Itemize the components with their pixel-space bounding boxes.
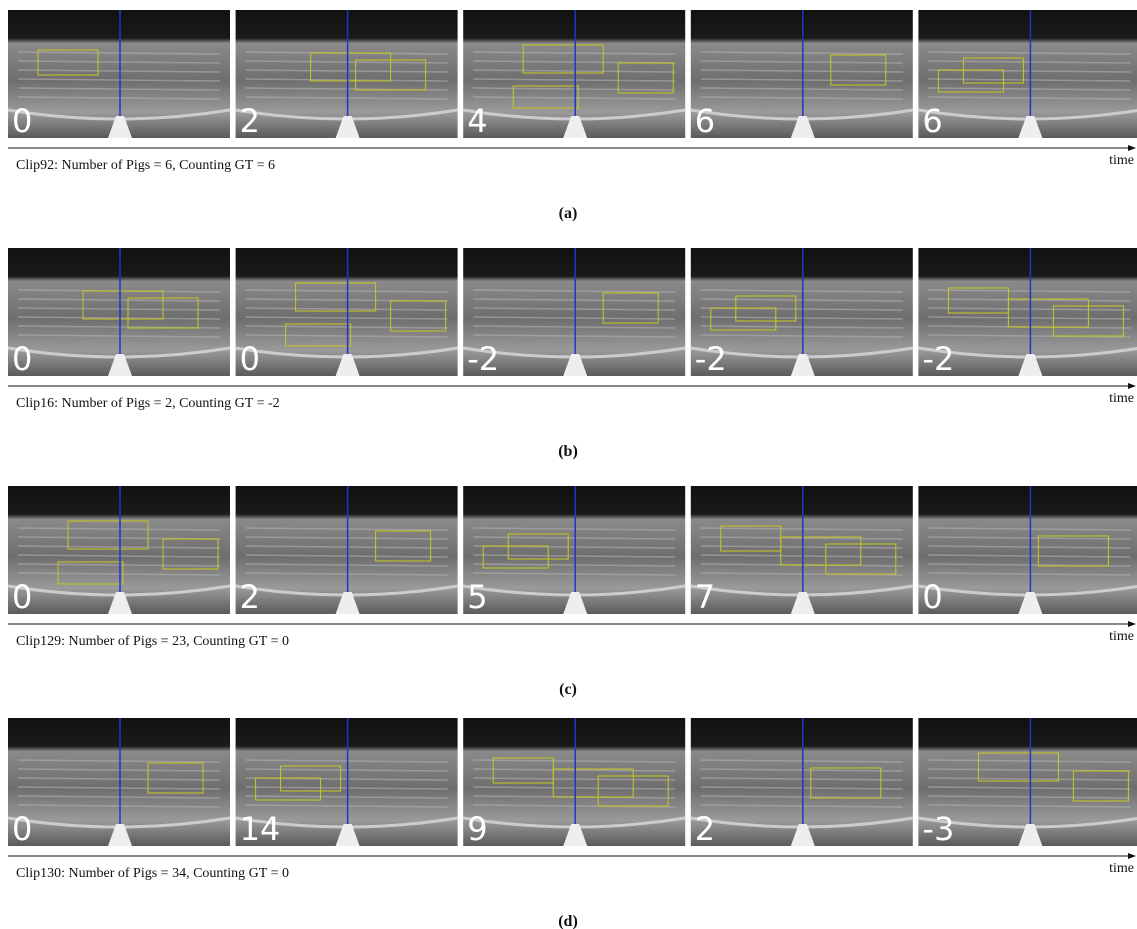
video-frame: 0 [8,486,230,616]
video-frame: 14 [236,718,458,848]
figure: 0 2 4 6 6 Clip92: Number of Pigs = 6, Countin… [0,0,1137,929]
time-label: time [1109,629,1134,644]
frame-count: -2 [467,340,499,378]
panel-label: (b) [558,443,578,460]
frame-count: -2 [922,340,954,378]
clip-caption: Clip92: Number of Pigs = 6, Counting GT … [16,158,275,173]
frame-count: 7 [695,578,715,616]
video-frame: 2 [691,718,913,848]
time-label: time [1109,153,1134,168]
frame-count: 0 [12,810,32,848]
video-frame: 5 [463,486,685,616]
video-frame: -3 [918,718,1137,848]
frame-count: 6 [695,102,715,140]
video-frame: 2 [236,486,458,616]
frame-count: 2 [695,810,715,848]
clip-caption: Clip130: Number of Pigs = 34, Counting G… [16,866,289,881]
frame-count: -3 [922,810,954,848]
frame-count: 2 [240,578,260,616]
frame-count: 5 [467,578,487,616]
panel-label: (a) [559,205,578,222]
time-arrow [1128,853,1136,859]
frame-count: 0 [240,340,260,378]
time-arrow [1128,383,1136,389]
panel-label: (d) [558,913,578,929]
time-arrow [1128,145,1136,151]
video-frame: 0 [8,248,230,378]
video-frame: 6 [691,10,913,140]
frame-count: 4 [467,102,487,140]
frame-count: 6 [922,102,942,140]
video-frame: 0 [8,10,230,140]
clip-caption: Clip129: Number of Pigs = 23, Counting G… [16,634,289,649]
video-frame: 4 [463,10,685,140]
frame-count: 9 [467,810,487,848]
clip-caption: Clip16: Number of Pigs = 2, Counting GT … [16,396,280,411]
time-arrow [1128,621,1136,627]
frame-count: -2 [695,340,727,378]
video-frame: 6 [918,10,1137,140]
video-frame: 0 [8,718,230,848]
video-frame: -2 [918,248,1137,378]
time-label: time [1109,391,1134,406]
frame-count: 0 [12,340,32,378]
video-frame: 9 [463,718,685,848]
frame-count: 0 [12,578,32,616]
frame-count: 0 [12,102,32,140]
video-frame: 2 [236,10,458,140]
frame-count: 0 [922,578,942,616]
time-label: time [1109,861,1134,876]
frame-count: 14 [240,810,281,848]
video-frame: 0 [918,486,1137,616]
video-frame: -2 [691,248,913,378]
panel-label: (c) [559,681,577,698]
video-frame: 0 [236,248,458,378]
video-frame: -2 [463,248,685,378]
frame-count: 2 [240,102,260,140]
video-frame: 7 [691,486,913,616]
